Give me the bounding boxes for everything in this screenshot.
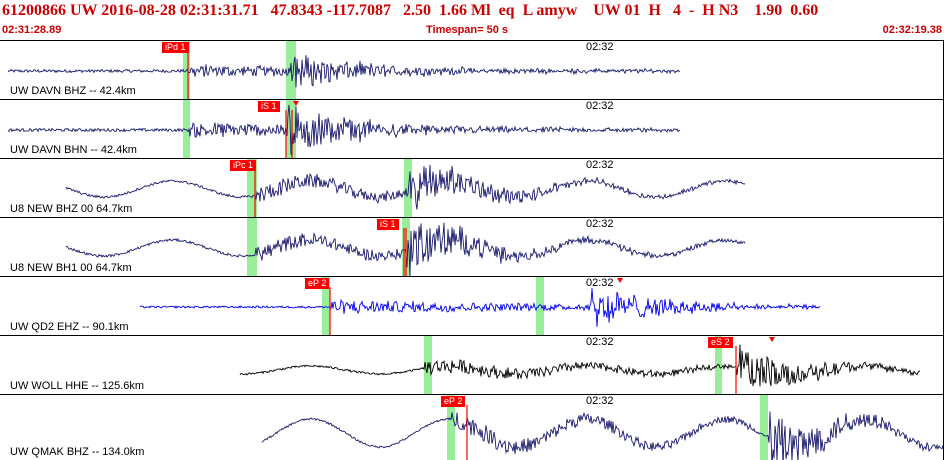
waveform-plot (261, 395, 944, 460)
waveform-plot (139, 277, 821, 335)
time-range-bar: 02:31:28.89 Timespan= 50 s 02:32:19.38 (0, 22, 944, 36)
waveform-plot (65, 218, 746, 276)
waveform-trace (7, 55, 681, 88)
channel-label: UW WOLL HHE -- 125.6km (10, 380, 145, 392)
waveform-plot (239, 336, 921, 394)
pick-triangle-marker (769, 337, 775, 342)
start-time: 02:31:28.89 (2, 24, 62, 36)
channel-label: UW DAVN BHZ -- 42.4km (10, 85, 136, 97)
channel-label: U8 NEW BH1 00 64.7km (10, 262, 132, 274)
trace-row[interactable]: iS 1 02:32 U8 NEW BH1 00 64.7km (0, 217, 944, 276)
trace-row[interactable]: eP 2 02:32 UW QMAK BHZ -- 134.0km (0, 394, 944, 460)
arrival-window-marker (447, 395, 455, 460)
pick-label[interactable]: iS 1 (377, 219, 399, 230)
arrival-window-marker (286, 100, 296, 158)
arrival-window-marker (536, 277, 544, 335)
waveform-trace (65, 164, 746, 210)
event-header: 61200866 UW 2016-08-28 02:31:31.71 47.83… (0, 0, 944, 23)
time-tick-label: 02:32 (586, 336, 614, 348)
pick-label[interactable]: eS 2 (708, 337, 733, 348)
time-tick-label: 02:32 (586, 41, 614, 53)
time-tick-label: 02:32 (586, 277, 614, 289)
channel-label: UW QD2 EHZ -- 90.1km (10, 321, 129, 333)
timespan-label: Timespan= 50 s (426, 24, 509, 36)
arrival-window-marker (247, 218, 257, 276)
arrival-window-marker (760, 395, 768, 460)
arrival-window-marker (322, 277, 330, 335)
channel-label: UW DAVN BHN -- 42.4km (10, 144, 137, 156)
waveform-trace (7, 104, 681, 155)
trace-row[interactable]: eS 2 02:32 UW WOLL HHE -- 125.6km (0, 335, 944, 394)
arrival-window-marker (247, 159, 257, 217)
waveform-trace (139, 288, 821, 327)
trace-row[interactable]: iS 1 02:32 UW DAVN BHN -- 42.4km (0, 99, 944, 158)
event-summary-title: 61200866 UW 2016-08-28 02:31:31.71 47.83… (2, 2, 819, 19)
pick-label[interactable]: iS 1 (258, 101, 280, 112)
pick-label[interactable]: eP 2 (305, 278, 330, 289)
channel-label: U8 NEW BHZ 00 64.7km (10, 203, 133, 215)
pick-label[interactable]: iPd 1 (162, 42, 189, 53)
waveform-plot (7, 41, 681, 99)
pick-label[interactable]: eP 2 (441, 396, 466, 407)
time-tick-label: 02:32 (586, 159, 614, 171)
seismogram-panel: iPd 1 02:32 UW DAVN BHZ -- 42.4km iS 1 0… (0, 40, 944, 460)
arrival-window-marker (183, 100, 190, 158)
time-tick-label: 02:32 (586, 100, 614, 112)
waveform-trace (261, 411, 944, 460)
pick-label[interactable]: iPc 1 (230, 160, 257, 171)
waveform-trace (239, 344, 921, 387)
arrival-window-marker (404, 159, 412, 217)
waveform-plot (65, 159, 746, 217)
trace-row[interactable]: eP 2 02:32 UW QD2 EHZ -- 90.1km (0, 276, 944, 335)
trace-row[interactable]: iPc 1 02:32 U8 NEW BHZ 00 64.7km (0, 158, 944, 217)
waveform-plot (7, 100, 681, 158)
time-tick-label: 02:32 (586, 218, 614, 230)
time-tick-label: 02:32 (586, 395, 614, 407)
pick-triangle-marker (293, 101, 299, 106)
pick-triangle-marker (617, 278, 623, 283)
end-time: 02:32:19.38 (882, 24, 942, 36)
trace-row[interactable]: iPd 1 02:32 UW DAVN BHZ -- 42.4km (0, 40, 944, 99)
channel-label: UW QMAK BHZ -- 134.0km (10, 446, 145, 458)
